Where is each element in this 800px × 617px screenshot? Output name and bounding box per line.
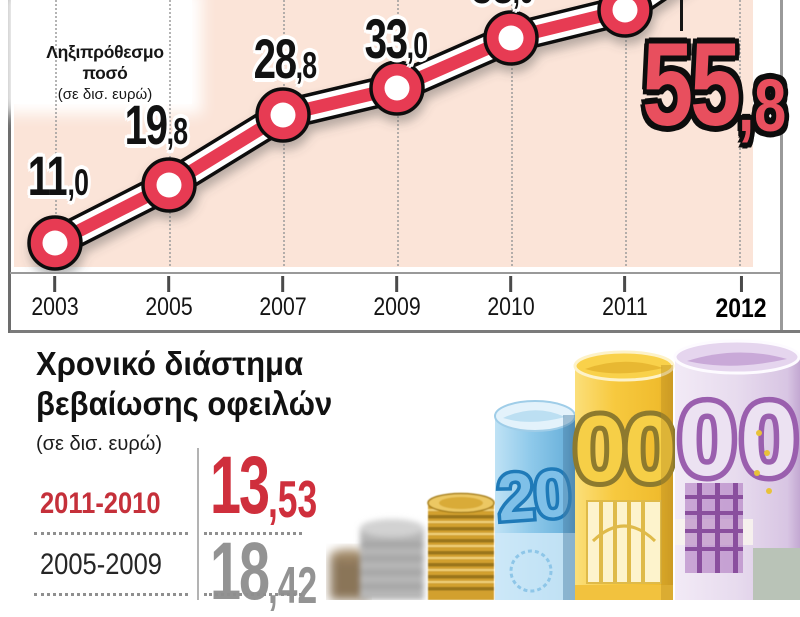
value-label-2007: 28,8 [254,31,317,87]
roll-500-digits: 00 [678,382,800,498]
trend-line-chart [27,0,668,271]
roll-200-digits: 00 [574,396,675,501]
value-dec: ,0 [406,25,428,66]
axis-year-2003: 2003 [27,276,83,322]
table-column-divider [197,448,199,600]
axis-year-2011: 2011 [598,276,652,322]
data-point-2011 [597,0,653,38]
gold-coin-stack-icon [427,492,495,600]
value-int: 19 [124,93,168,156]
highlight-leader-line [680,0,683,31]
value-dec: ,0 [513,0,534,11]
axis-year-2005: 2005 [141,276,197,322]
value-dec: ,0 [67,162,89,203]
overdue-amount-chart: Ληξιπρόθεσμο ποσό (σε δισ. ευρώ) 11,0 19… [0,0,800,273]
year-label: 2003 [31,293,79,321]
value-label-2005: 19,8 [125,97,188,153]
x-axis-line [10,272,783,274]
data-point-2003 [27,215,83,271]
chart-title-block: Ληξιπρόθεσμο ποσό (σε δισ. ευρώ) [26,42,184,103]
tick-mark [509,276,513,292]
gridline-2012 [739,0,741,266]
row-separator [204,593,302,596]
section-title-line2: βεβαίωσης οφειλών [36,385,333,422]
silver-coin-stack-icon [360,519,424,600]
value-int: 33 [364,7,408,70]
row-separator [204,532,302,535]
tick-mark [167,276,171,292]
value-dec: ,53 [267,471,318,529]
section-title-line1: Χρονικό διάστημα [36,345,304,382]
section-divider-line [10,330,800,333]
gridline-2005 [169,0,171,266]
value-dec: ,8 [166,111,188,152]
gridline-2010 [511,0,513,266]
period-label-2005-2009: 2005-2009 [40,548,162,581]
year-label: 2012 [715,293,767,323]
gridline-2003 [55,0,57,266]
left-border-rule [8,0,11,600]
roll-20-digits: 20 [495,456,573,535]
axis-year-2012: 2012 [711,276,771,324]
value-int: 38 [471,0,514,15]
right-border-rule [780,0,783,340]
row-separator [34,532,188,535]
tick-mark [739,276,743,292]
chart-units: (σε δισ. ευρώ) [57,86,153,103]
value-label-2012-highlight: 55,8 [642,26,786,144]
axis-year-2009: 2009 [369,276,425,322]
data-point-2010 [483,10,539,66]
tick-mark [623,276,627,292]
value-label-2003: 11,0 [28,148,89,204]
banknote-roll-500-icon: 00 [673,339,800,600]
tick-mark [53,276,57,292]
row-separator [34,593,188,596]
value-label-2010-clipped: 38,0 [471,0,534,12]
data-point-2007 [255,87,311,143]
axis-year-2010: 2010 [483,276,539,322]
banknote-roll-200-icon: 00 [569,350,681,600]
period-label-2011-2010: 2011-2010 [40,487,161,520]
gridline-2009 [397,0,399,266]
value-int: 28 [253,27,297,90]
period-value-18-42: 18,42 [210,531,317,613]
euro-money-photo: 20 00 [330,339,800,600]
section-units: (σε δισ. ευρώ) [36,433,163,455]
year-label: 2011 [602,293,648,321]
value-dec: ,8 [295,45,317,86]
certification-period-section: Χρονικό διάστημα βεβαίωσης οφειλών (σε δ… [0,333,800,613]
year-label: 2005 [145,293,193,321]
chart-title: Ληξιπρόθεσμο ποσό [46,42,164,83]
tick-mark [395,276,399,292]
banknote-roll-20-icon: 20 [491,400,577,600]
gridline-2011 [625,0,627,266]
year-label: 2010 [487,293,535,321]
value-int: 55 [642,19,741,151]
trend-line [27,0,668,271]
value-int: 13 [210,440,270,531]
value-dec: ,8 [738,64,787,147]
value-int: 11 [27,144,69,207]
data-point-2009 [369,60,425,116]
period-value-13-53: 13,53 [210,445,317,527]
value-label-2009: 33,0 [365,11,428,67]
title-background-patch [14,0,192,104]
axis-year-2007: 2007 [255,276,311,322]
tick-mark [281,276,285,292]
value-int: 18 [210,526,270,617]
year-label: 2007 [259,293,307,321]
year-label: 2009 [373,293,421,321]
data-point-2005 [141,157,197,213]
